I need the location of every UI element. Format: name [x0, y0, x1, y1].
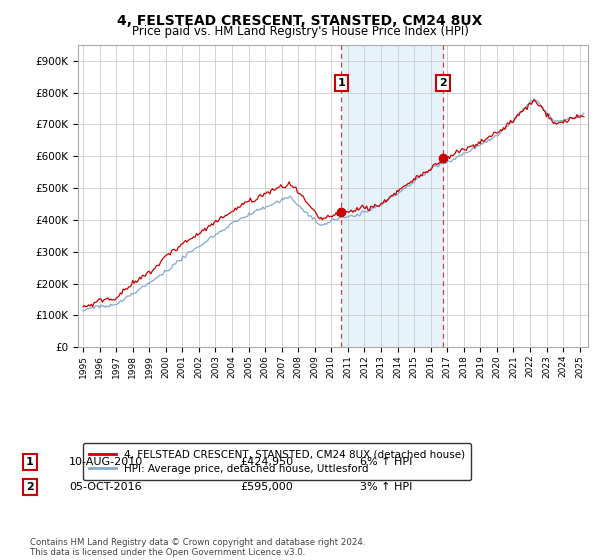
Text: 6% ↑ HPI: 6% ↑ HPI — [360, 457, 412, 467]
Text: Price paid vs. HM Land Registry's House Price Index (HPI): Price paid vs. HM Land Registry's House … — [131, 25, 469, 38]
Text: 1: 1 — [26, 457, 34, 467]
Text: 4, FELSTEAD CRESCENT, STANSTED, CM24 8UX: 4, FELSTEAD CRESCENT, STANSTED, CM24 8UX — [118, 14, 482, 28]
Legend: 4, FELSTEAD CRESCENT, STANSTED, CM24 8UX (detached house), HPI: Average price, d: 4, FELSTEAD CRESCENT, STANSTED, CM24 8UX… — [83, 443, 471, 480]
Text: 1: 1 — [337, 78, 345, 88]
Text: Contains HM Land Registry data © Crown copyright and database right 2024.
This d: Contains HM Land Registry data © Crown c… — [30, 538, 365, 557]
Text: £424,950: £424,950 — [240, 457, 293, 467]
Text: 3% ↑ HPI: 3% ↑ HPI — [360, 482, 412, 492]
Text: 2: 2 — [439, 78, 447, 88]
Text: 2: 2 — [26, 482, 34, 492]
Text: 05-OCT-2016: 05-OCT-2016 — [69, 482, 142, 492]
Text: 10-AUG-2010: 10-AUG-2010 — [69, 457, 143, 467]
Text: £595,000: £595,000 — [240, 482, 293, 492]
